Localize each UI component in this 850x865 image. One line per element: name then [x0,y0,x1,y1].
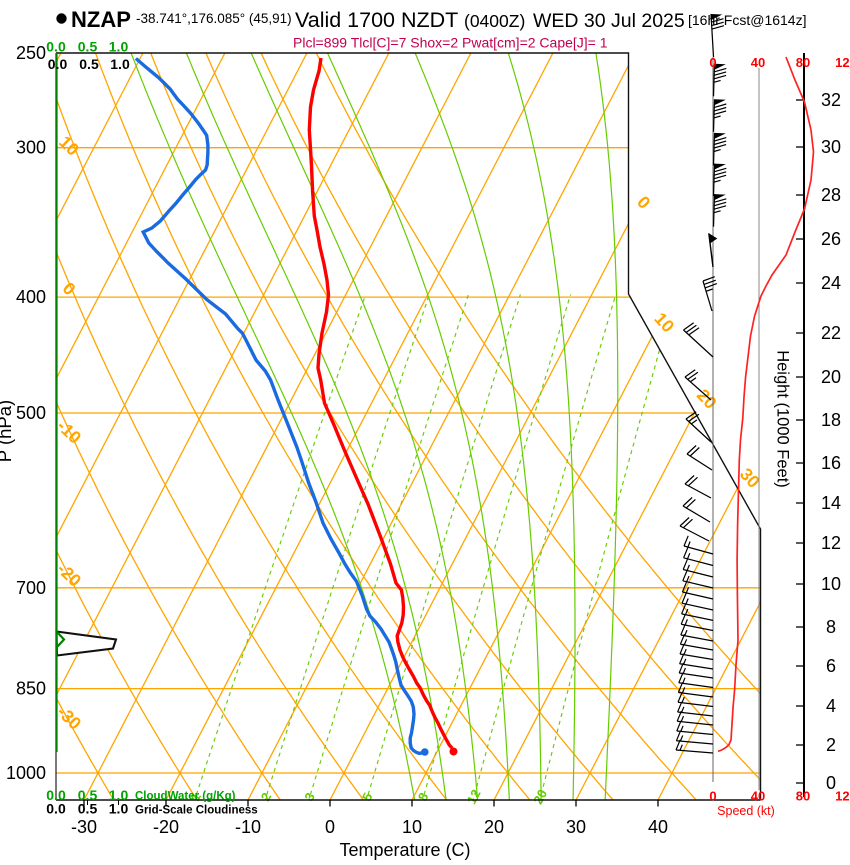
svg-text:12: 12 [821,533,841,553]
svg-text:26: 26 [821,229,841,249]
svg-text:0.5: 0.5 [79,56,99,72]
svg-text:0.0: 0.0 [46,787,66,803]
svg-text:Grid-Scale Cloudiness: Grid-Scale Cloudiness [135,805,258,817]
svg-text:P (hPa): P (hPa) [0,400,15,462]
svg-text:0.5: 0.5 [78,801,98,817]
svg-text:-10: -10 [235,817,261,837]
svg-text:Temperature (C): Temperature (C) [339,840,470,860]
svg-text:NZAP: NZAP [71,7,131,32]
svg-text:30: 30 [566,817,586,837]
svg-text:16: 16 [821,453,841,473]
svg-text:24: 24 [821,273,841,293]
svg-text:850: 850 [16,679,46,699]
svg-text:Height (1000 Feet): Height (1000 Feet) [774,350,792,488]
svg-text:1000: 1000 [6,763,46,783]
svg-text:[16hr Fcst@1614z]: [16hr Fcst@1614z] [688,12,807,28]
svg-text:20: 20 [821,367,841,387]
svg-text:250: 250 [16,43,46,63]
svg-text:0.0: 0.0 [46,801,66,817]
svg-text:30: 30 [821,137,841,157]
svg-text:2: 2 [826,735,836,755]
svg-text:1.0: 1.0 [109,787,129,803]
svg-text:18: 18 [821,410,841,430]
svg-text:-30: -30 [71,817,97,837]
svg-text:Plcl=899 Tlcl[C]=7 Shox=2 Pwat: Plcl=899 Tlcl[C]=7 Shox=2 Pwat[cm]=2 Cap… [293,35,608,51]
svg-text:0: 0 [826,773,836,793]
svg-text:40: 40 [648,817,668,837]
svg-text:40: 40 [751,55,765,70]
svg-text:0: 0 [709,789,716,804]
svg-text:40: 40 [751,789,765,804]
svg-text:CloudWater (g/Kg): CloudWater (g/Kg) [135,791,236,803]
svg-text:0.5: 0.5 [78,39,98,55]
svg-text:120: 120 [835,789,850,804]
svg-text:0.5: 0.5 [78,787,98,803]
svg-text:32: 32 [821,90,841,110]
svg-text:10: 10 [821,574,841,594]
svg-text:0.0: 0.0 [46,39,66,55]
svg-text:0: 0 [325,817,335,837]
svg-text:80: 80 [796,55,810,70]
svg-text:1.0: 1.0 [109,801,129,817]
svg-text:6: 6 [826,656,836,676]
svg-text:22: 22 [821,323,841,343]
svg-text:400: 400 [16,287,46,307]
svg-text:12: 12 [464,787,484,807]
svg-text:500: 500 [16,403,46,423]
svg-text:80: 80 [796,789,810,804]
svg-text:1.0: 1.0 [109,39,129,55]
svg-text:8: 8 [826,617,836,637]
svg-text:120: 120 [835,55,850,70]
svg-text:28: 28 [821,185,841,205]
svg-text:0.0: 0.0 [48,56,68,72]
svg-text:14: 14 [821,493,841,513]
svg-text:10: 10 [402,817,422,837]
svg-text:-38.741°,176.085° (45,91): -38.741°,176.085° (45,91) [136,11,292,26]
svg-text:(0400Z): (0400Z) [464,11,525,31]
svg-text:0: 0 [709,55,716,70]
svg-text:Valid 1700 NZDT: Valid 1700 NZDT [295,8,458,32]
svg-text:300: 300 [16,138,46,158]
svg-text:1.0: 1.0 [110,56,130,72]
svg-text:Speed (kt): Speed (kt) [717,804,775,818]
svg-text:20: 20 [530,787,550,807]
svg-text:20: 20 [484,817,504,837]
svg-text:-20: -20 [153,817,179,837]
svg-text:700: 700 [16,578,46,598]
svg-text:4: 4 [826,696,836,716]
svg-text:WED 30 Jul 2025: WED 30 Jul 2025 [533,10,685,32]
